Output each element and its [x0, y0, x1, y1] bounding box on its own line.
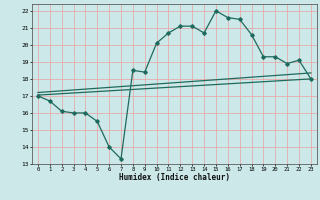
X-axis label: Humidex (Indice chaleur): Humidex (Indice chaleur) — [119, 173, 230, 182]
